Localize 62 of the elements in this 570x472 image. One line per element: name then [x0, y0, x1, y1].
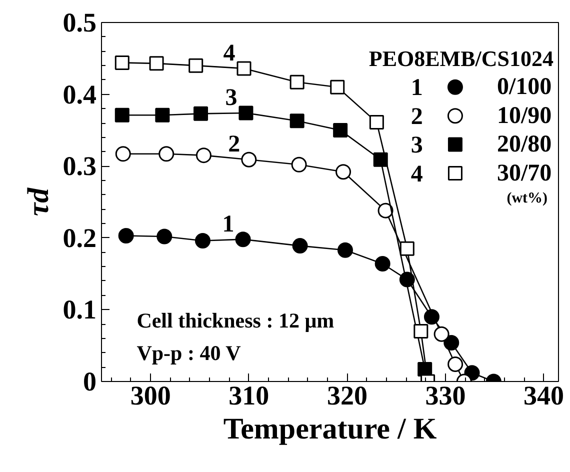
point	[114, 108, 130, 122]
point	[292, 238, 308, 254]
point	[194, 233, 210, 249]
point	[196, 148, 212, 164]
annotation: 3	[225, 84, 238, 111]
point	[336, 164, 352, 180]
x-tick-label: 320	[326, 380, 368, 410]
y-tick-label: 0	[83, 366, 96, 396]
point	[448, 356, 464, 372]
point	[188, 58, 204, 73]
point	[414, 324, 428, 338]
point	[155, 108, 170, 122]
point	[156, 228, 172, 244]
point	[291, 156, 307, 172]
point	[115, 146, 131, 162]
legend-title: PEO8EMB/CS1024	[368, 46, 554, 71]
y-tick-label: 0.1	[62, 294, 96, 325]
point	[400, 241, 414, 256]
point	[236, 61, 252, 76]
text: 1	[410, 75, 423, 102]
y-tick-label: 0.5	[62, 8, 96, 38]
point	[337, 242, 353, 258]
legend-label: 20/80	[496, 132, 552, 158]
x-tick-label: 310	[228, 380, 270, 410]
point	[235, 232, 251, 248]
text: 2	[410, 104, 423, 130]
annotation: (wt%)	[506, 190, 548, 206]
annotation: Cell thickness : 12 μm	[136, 308, 335, 332]
y-tick-label: 0.3	[62, 151, 96, 182]
y-tick-label: 0.2	[62, 222, 96, 253]
x-tick-label: 300	[130, 380, 171, 410]
point	[118, 228, 134, 244]
legend-label: 10/90	[496, 102, 552, 129]
y-tick-label: 0.4	[62, 79, 96, 110]
point	[290, 114, 304, 128]
x-tick-label: 340	[524, 380, 564, 410]
point	[241, 152, 257, 168]
y-axis-title: τd	[22, 186, 55, 216]
point	[424, 309, 440, 325]
annotation: 1	[222, 211, 234, 238]
point	[333, 122, 348, 138]
point	[378, 202, 394, 218]
point	[330, 80, 345, 94]
point	[114, 55, 130, 70]
point	[374, 256, 390, 272]
point	[434, 326, 450, 342]
x-axis-title: Temperature / K	[223, 412, 438, 446]
point	[369, 115, 384, 130]
annotation: 2	[228, 132, 240, 158]
point	[158, 146, 174, 162]
point	[149, 56, 164, 71]
annotation: Vp-p : 40 V	[136, 340, 241, 365]
point	[373, 152, 388, 167]
legend-label: 0/100	[496, 74, 552, 100]
legend-label: 30/70	[496, 160, 552, 186]
text: 4	[410, 161, 423, 188]
point	[194, 106, 208, 121]
text: 3	[410, 132, 423, 159]
x-tick-label: 330	[425, 380, 466, 410]
point	[290, 74, 304, 90]
annotation: 4	[223, 40, 236, 66]
point	[238, 106, 254, 120]
